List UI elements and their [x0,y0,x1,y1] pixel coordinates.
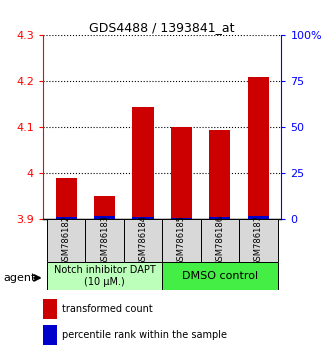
Bar [43,325,57,345]
FancyBboxPatch shape [239,219,277,262]
Bar [171,127,192,219]
Bar [56,178,77,219]
Bar [209,130,230,219]
Text: GSM786187: GSM786187 [254,215,263,266]
Text: GSM786185: GSM786185 [177,215,186,266]
FancyBboxPatch shape [162,262,277,290]
FancyBboxPatch shape [201,219,239,262]
Bar [94,196,115,219]
Text: GSM786182: GSM786182 [62,215,71,266]
Bar [94,216,115,219]
Text: GSM786183: GSM786183 [100,215,109,266]
Title: GDS4488 / 1393841_at: GDS4488 / 1393841_at [89,21,235,34]
Bar [56,217,77,219]
Bar [132,107,154,219]
Text: Notch inhibitor DAPT
(10 μM.): Notch inhibitor DAPT (10 μM.) [54,265,156,287]
Bar [171,218,192,219]
Bar [209,217,230,219]
Bar [248,77,269,219]
Text: GSM786184: GSM786184 [138,215,148,266]
FancyBboxPatch shape [47,262,162,290]
Text: DMSO control: DMSO control [182,271,258,281]
Bar [248,216,269,219]
Text: agent: agent [3,273,36,283]
FancyBboxPatch shape [47,219,85,262]
Text: transformed count: transformed count [63,304,153,314]
Bar [43,299,57,319]
Text: percentile rank within the sample: percentile rank within the sample [63,330,227,340]
FancyBboxPatch shape [85,219,124,262]
FancyBboxPatch shape [162,219,201,262]
FancyBboxPatch shape [124,219,162,262]
Text: GSM786186: GSM786186 [215,215,224,266]
Bar [132,217,154,219]
